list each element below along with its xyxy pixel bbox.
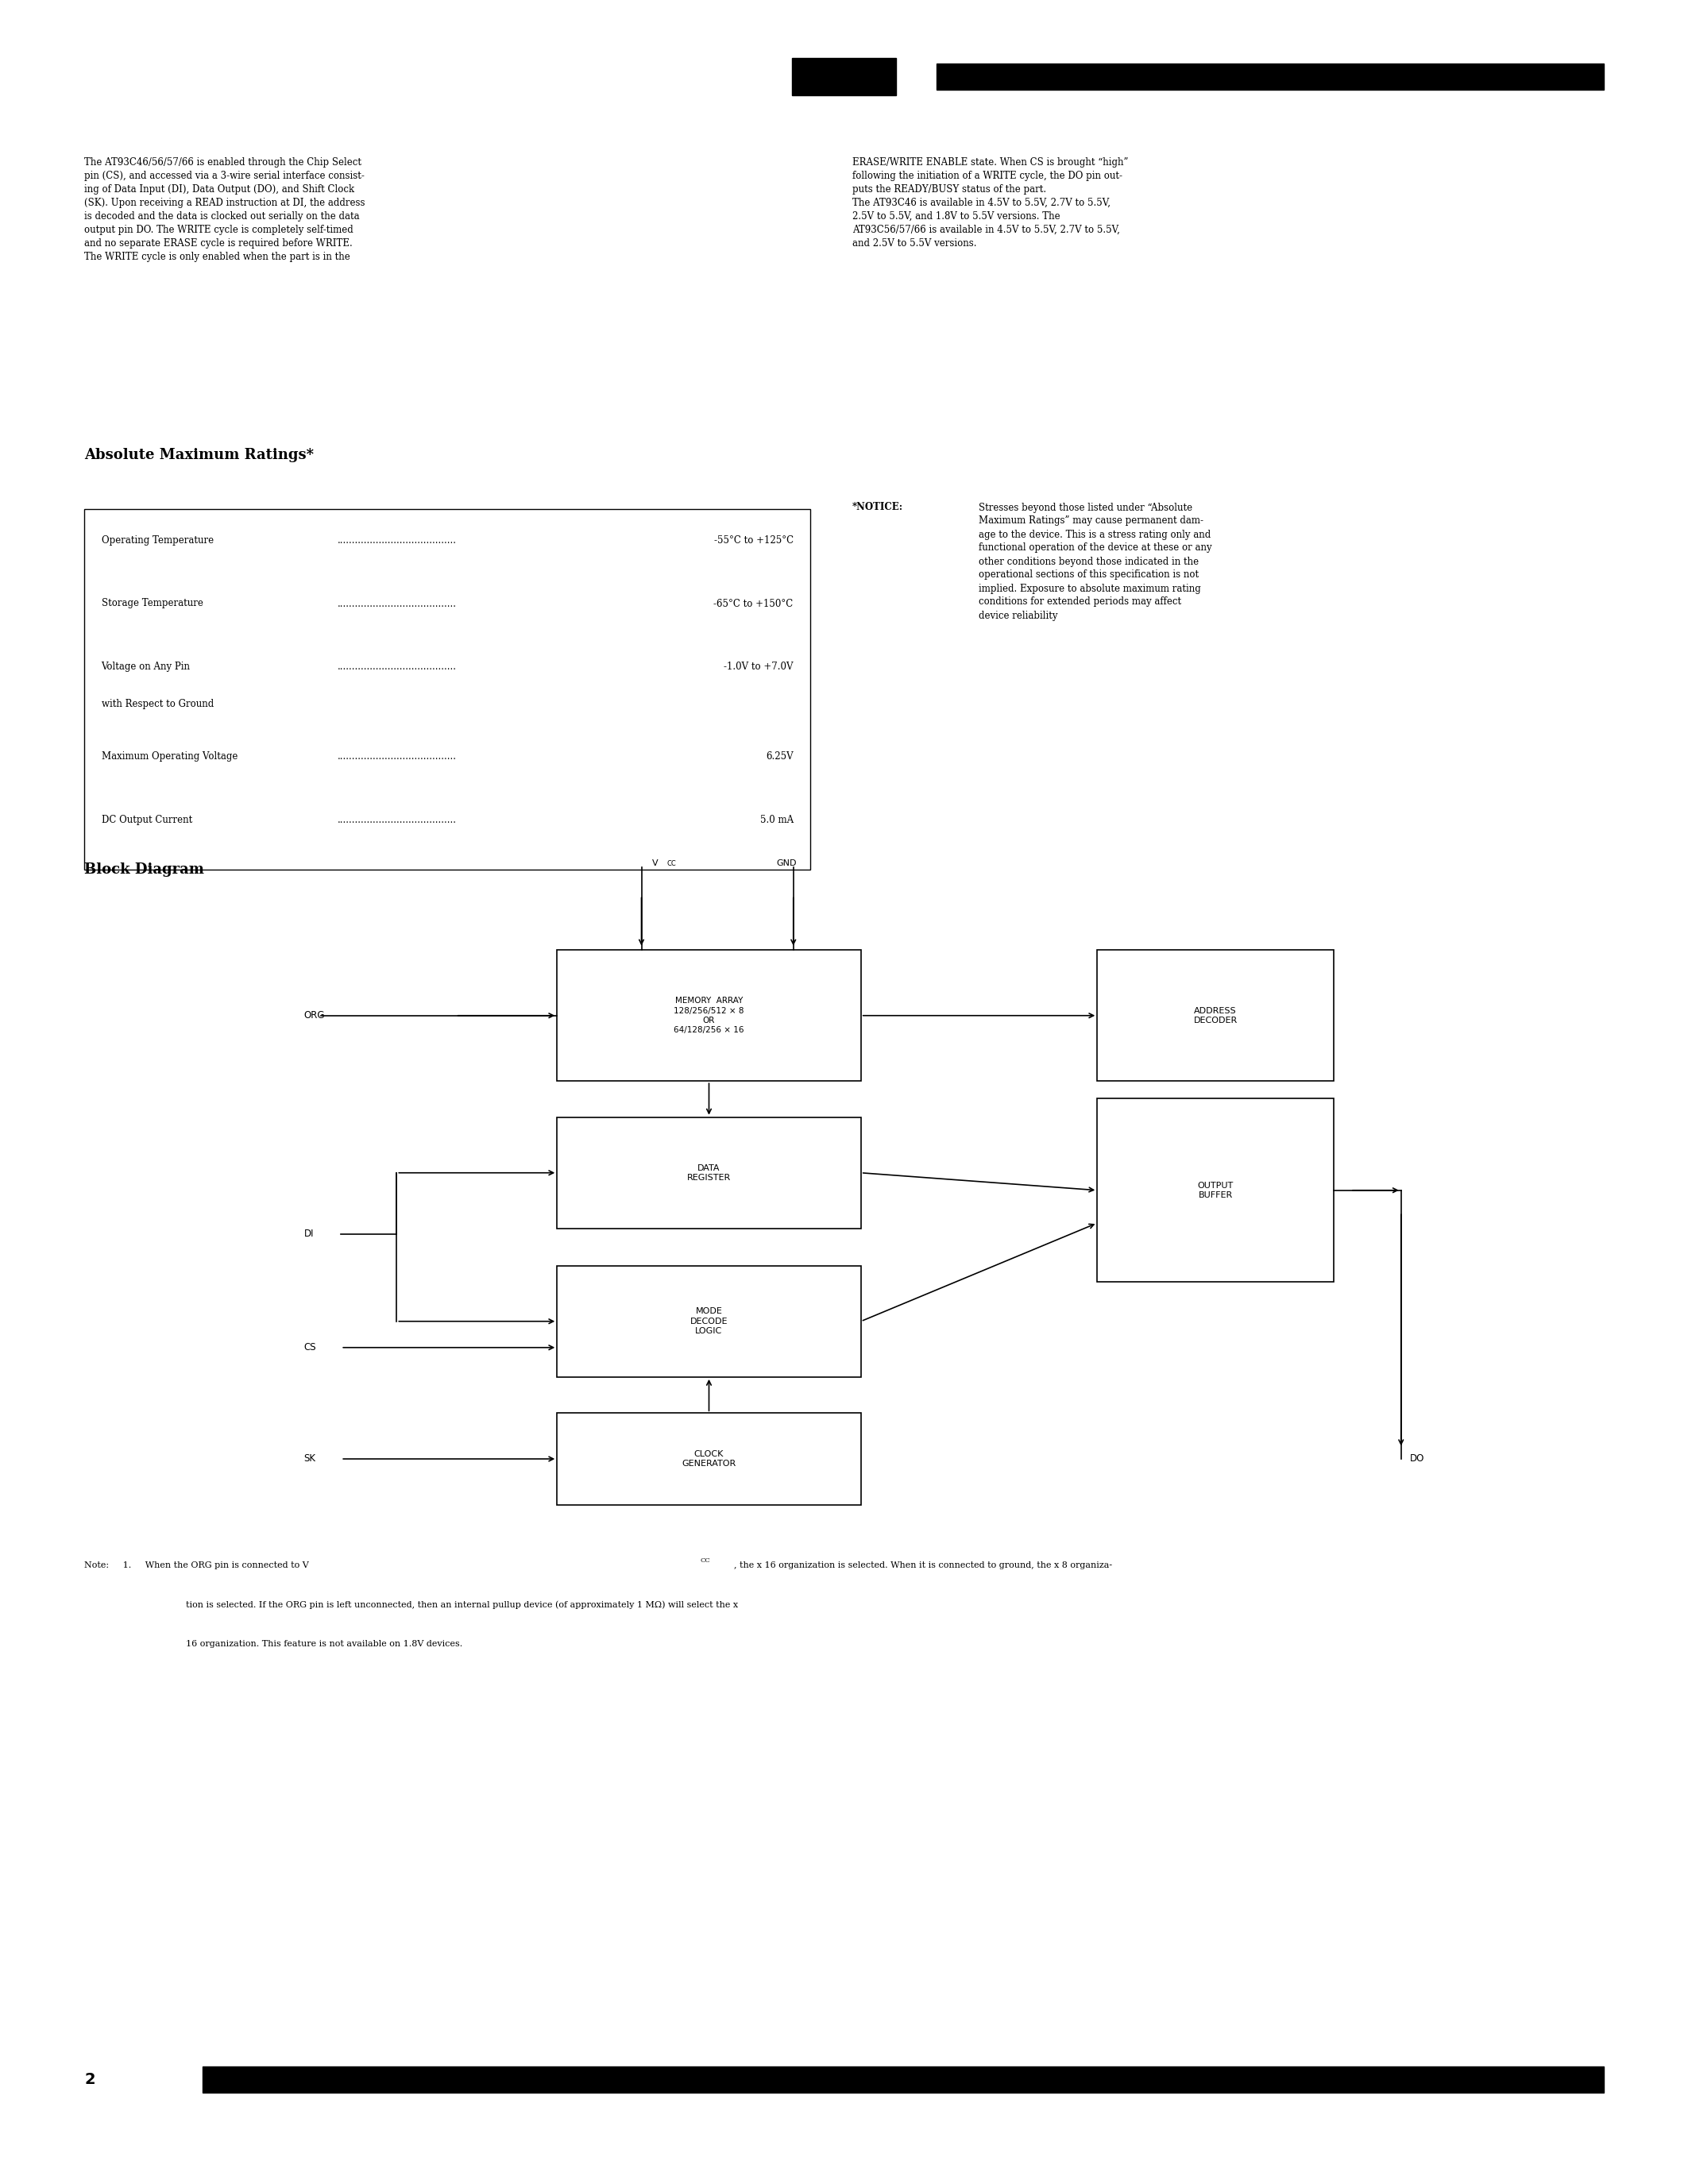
Bar (203, 2066, 1604, 2092)
Text: ........................................: ........................................ (338, 535, 457, 546)
Bar (1097, 1099, 1334, 1282)
Text: Absolute Maximum Ratings*: Absolute Maximum Ratings* (84, 448, 314, 463)
Text: ........................................: ........................................ (338, 751, 457, 762)
Text: V: V (652, 858, 658, 867)
Text: -1.0V to +7.0V: -1.0V to +7.0V (724, 662, 793, 673)
Text: -65°C to +150°C: -65°C to +150°C (714, 598, 793, 609)
Text: The AT93C46/56/57/66 is enabled through the Chip Select
pin (CS), and accessed v: The AT93C46/56/57/66 is enabled through … (84, 157, 365, 262)
Text: ........................................: ........................................ (338, 598, 457, 609)
Text: DATA
REGISTER: DATA REGISTER (687, 1164, 731, 1182)
Bar (557, 950, 861, 1081)
Text: tion is selected. If the ORG pin is left unconnected, then an internal pullup de: tion is selected. If the ORG pin is left… (186, 1601, 738, 1610)
Text: DO: DO (1409, 1455, 1425, 1463)
Text: *NOTICE:: *NOTICE: (852, 502, 903, 513)
Text: GND: GND (776, 858, 797, 867)
Bar (1097, 950, 1334, 1081)
Text: Operating Temperature: Operating Temperature (101, 535, 213, 546)
Text: Maximum Operating Voltage: Maximum Operating Voltage (101, 751, 238, 762)
Text: 5.0 mA: 5.0 mA (760, 815, 793, 826)
Text: CS: CS (304, 1343, 316, 1352)
Text: -55°C to +125°C: -55°C to +125°C (714, 535, 793, 546)
Text: DC Output Current: DC Output Current (101, 815, 192, 826)
Bar (937, 63, 1604, 90)
Text: MODE
DECODE
LOGIC: MODE DECODE LOGIC (690, 1308, 728, 1334)
Text: DI: DI (304, 1230, 314, 1238)
Text: ĀTMEL: ĀTMEL (800, 66, 888, 87)
Text: CC: CC (667, 860, 677, 867)
Text: 6.25V: 6.25V (766, 751, 793, 762)
Text: AT93C46/56/57/66: AT93C46/56/57/66 (253, 2068, 478, 2090)
Text: Note:     1.     When the ORG pin is connected to V: Note: 1. When the ORG pin is connected t… (84, 1562, 309, 1570)
Text: ADDRESS
DECODER: ADDRESS DECODER (1193, 1007, 1237, 1024)
Text: OUTPUT
BUFFER: OUTPUT BUFFER (1197, 1182, 1234, 1199)
Text: Storage Temperature: Storage Temperature (101, 598, 203, 609)
Text: CC: CC (701, 1557, 711, 1564)
Text: CLOCK
GENERATOR: CLOCK GENERATOR (682, 1450, 736, 1468)
Text: Voltage on Any Pin: Voltage on Any Pin (101, 662, 191, 673)
Bar (557, 1118, 861, 1227)
Text: , the x 16 organization is selected. When it is connected to ground, the x 8 org: , the x 16 organization is selected. Whe… (734, 1562, 1112, 1570)
Text: ........................................: ........................................ (338, 815, 457, 826)
Text: Stresses beyond those listed under “Absolute
Maximum Ratings” may cause permanen: Stresses beyond those listed under “Abso… (979, 502, 1212, 620)
Text: 2: 2 (84, 2073, 95, 2086)
Text: Block Diagram: Block Diagram (84, 863, 204, 878)
Bar (84, 509, 810, 869)
Bar (557, 1267, 861, 1378)
Text: SK: SK (304, 1455, 316, 1463)
Text: with Respect to Ground: with Respect to Ground (101, 699, 213, 710)
Text: 16 organization. This feature is not available on 1.8V devices.: 16 organization. This feature is not ava… (186, 1640, 463, 1649)
Text: ORG: ORG (304, 1011, 324, 1020)
Text: ERASE/WRITE ENABLE state. When CS is brought “high”
following the initiation of : ERASE/WRITE ENABLE state. When CS is bro… (852, 157, 1129, 249)
Text: MEMORY  ARRAY
128/256/512 × 8
OR
64/128/256 × 16: MEMORY ARRAY 128/256/512 × 8 OR 64/128/2… (674, 996, 744, 1035)
Bar (557, 1413, 861, 1505)
Text: ........................................: ........................................ (338, 662, 457, 673)
